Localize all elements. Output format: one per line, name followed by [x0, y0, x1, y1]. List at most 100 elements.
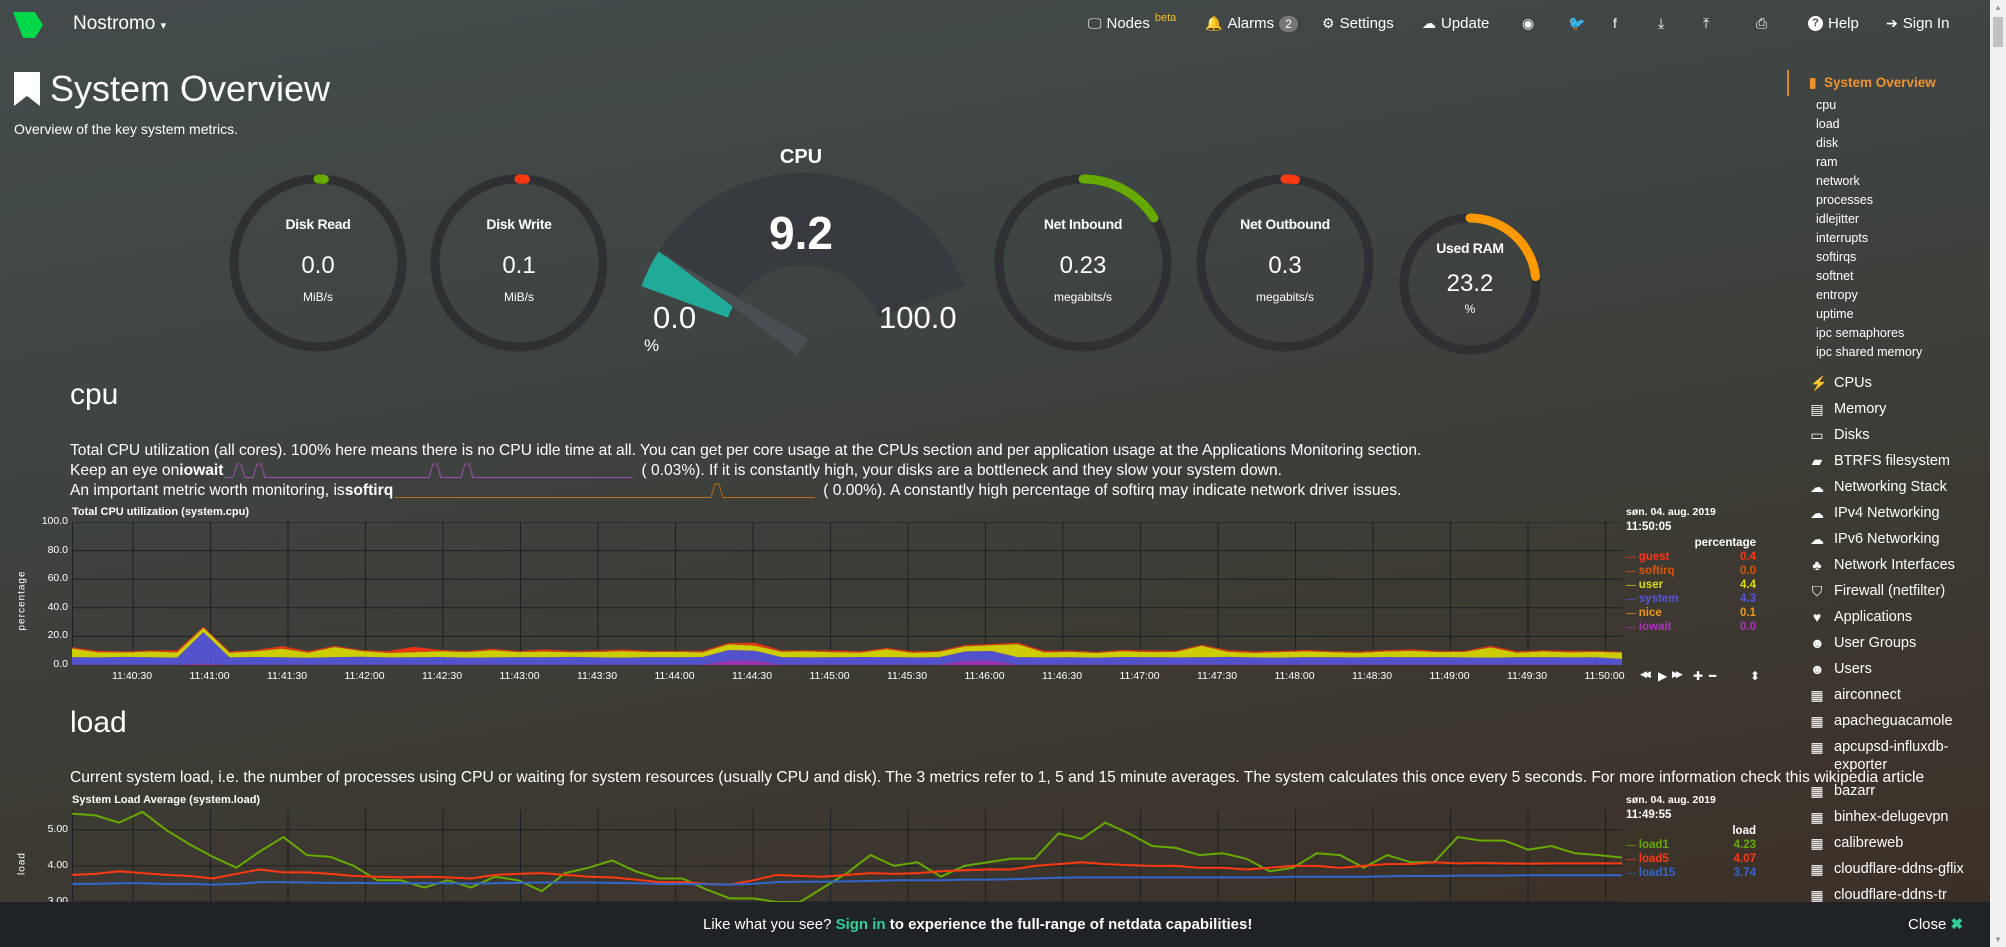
user-icon: ☻ [1810, 661, 1825, 677]
sidebar-subitem-disk[interactable]: disk [1816, 136, 1839, 150]
sidebar-subitem-idlejitter[interactable]: idlejitter [1816, 212, 1860, 226]
sidebar-item-networking-stack[interactable]: ☁ Networking Stack [1787, 474, 1990, 500]
netdata-logo-icon[interactable] [13, 12, 43, 38]
gauge-fill-arc [1280, 174, 1301, 185]
legend-swatch: — [1626, 608, 1639, 619]
nav-nodes-button[interactable]: 🖵 Nodes beta [1088, 11, 1177, 33]
legend-item-nice[interactable]: — nice 0.1 [1626, 607, 1756, 619]
scrollbar[interactable]: ▲ ▼ [1990, 0, 2006, 947]
sidebar-item-ipv4-networking[interactable]: ☁ IPv4 Networking [1787, 500, 1990, 526]
legend-item-iowait[interactable]: — iowait 0.0 [1626, 621, 1756, 633]
legend-value: 3.74 [1733, 867, 1756, 879]
node-selector[interactable]: Nostromo ▾ [73, 13, 166, 35]
load-description: Current system load, i.e. the number of … [70, 769, 1925, 786]
close-banner-button[interactable]: Close ✖ [1908, 915, 1963, 933]
sidebar-subitem-softnet[interactable]: softnet [1816, 269, 1854, 283]
sidebar-item-airconnect[interactable]: ▦ airconnect [1787, 682, 1990, 708]
sidebar-item-bazarr[interactable]: ▦ bazarr [1787, 778, 1990, 804]
nav-upload-button[interactable]: ⤒ [1703, 15, 1709, 32]
cpu-gauge-max: 100.0 [879, 300, 957, 335]
x-tick-label: 11:46:30 [1042, 670, 1083, 682]
cpu-gauge-min: 0.0 [653, 300, 697, 335]
help-icon: ? [1808, 16, 1823, 31]
sidebar-item-disks[interactable]: ▭ Disks [1787, 422, 1990, 448]
sidebar-item-ipv6-networking[interactable]: ☁ IPv6 Networking [1787, 526, 1990, 552]
sign-in-link[interactable]: Sign in [835, 916, 886, 933]
legend-item-user[interactable]: — user 4.4 [1626, 579, 1756, 591]
sidebar-item-user-groups[interactable]: ☻ User Groups [1787, 630, 1990, 656]
sidebar-item-cpus[interactable]: ⚡ CPUs [1787, 370, 1990, 396]
sidebar-subitem-uptime[interactable]: uptime [1816, 307, 1854, 321]
gauge-unit: MiB/s [504, 290, 534, 304]
nav-sign-in-button[interactable]: ➔ Sign In [1886, 15, 1949, 32]
sidebar-subitem-entropy[interactable]: entropy [1816, 288, 1858, 302]
sidebar-item-binhex-delugevpn[interactable]: ▦ binhex-delugevpn [1787, 804, 1990, 830]
x-tick-label: 11:49:00 [1429, 670, 1470, 682]
chart-plot[interactable] [72, 522, 1622, 665]
sidebar-item-users[interactable]: ☻ Users [1787, 656, 1990, 682]
sidebar-subitem-interrupts[interactable]: interrupts [1816, 231, 1869, 245]
sidebar-item-applications[interactable]: ♥ Applications [1787, 604, 1990, 630]
resize-icon[interactable]: ⬍ [1750, 669, 1760, 683]
zoom-in-icon[interactable]: ✚ [1693, 669, 1703, 683]
play-icon[interactable]: ▶ [1658, 669, 1667, 683]
nav-help-button[interactable]: ? Help [1808, 15, 1859, 32]
download-icon: ⤓ [1658, 15, 1665, 31]
nav-settings-button[interactable]: ⚙ Settings [1322, 15, 1394, 32]
legend-item-load5[interactable]: — load5 4.07 [1626, 853, 1756, 865]
legend-item-load15[interactable]: — load15 3.74 [1626, 867, 1756, 879]
sidebar-subitem-ipc-semaphores[interactable]: ipc semaphores [1816, 326, 1905, 340]
caret-down-icon: ▾ [160, 20, 167, 32]
gauge-disk-read[interactable]: Disk Read 0.0 MiB/s [222, 167, 414, 359]
nav-github-button[interactable]: ◉ [1522, 15, 1534, 32]
legend-value: 4.07 [1733, 853, 1756, 865]
gauge-disk-write[interactable]: Disk Write 0.1 MiB/s [423, 167, 615, 359]
legend-swatch: — [1626, 552, 1639, 563]
legend-item-system[interactable]: — system 4.3 [1626, 593, 1756, 605]
sidebar-item-firewall-netfilter-[interactable]: ⛉ Firewall (netfilter) [1787, 578, 1990, 604]
legend-date: søn. 04. aug. 2019 [1626, 506, 1716, 518]
sidebar-item-cloudflare-ddns-gflix[interactable]: ▦ cloudflare-ddns-gflix [1787, 856, 1990, 882]
sidebar-item-network-interfaces[interactable]: ♣ Network Interfaces [1787, 552, 1990, 578]
beta-label: beta [1154, 11, 1177, 24]
sidebar-item-btrfs-filesystem[interactable]: ▰ BTRFS filesystem [1787, 448, 1990, 474]
nav-print-button[interactable]: ⎙ [1756, 15, 1767, 32]
sidebar-subitem-ram[interactable]: ram [1816, 155, 1838, 169]
sidebar-subitem-cpu[interactable]: cpu [1816, 98, 1837, 112]
sidebar-item-apcupsd-influxdb-exporter[interactable]: ▦ apcupsd-influxdb-exporter [1787, 734, 1990, 778]
sidebar-subitem-processes[interactable]: processes [1816, 193, 1873, 207]
legend-item-softirq[interactable]: — softirq 0.0 [1626, 565, 1756, 577]
cloud-icon: ☁ [1810, 479, 1824, 495]
gauge-used-ram[interactable]: Used RAM 23.2% [1392, 206, 1548, 362]
nav-twitter-button[interactable]: 🐦 [1568, 15, 1585, 32]
chart-plot[interactable] [72, 810, 1622, 938]
sidebar-item-calibreweb[interactable]: ▦ calibreweb [1787, 830, 1990, 856]
nav-label: Update [1441, 15, 1490, 32]
legend-item-load1[interactable]: — load1 4.23 [1626, 839, 1756, 851]
nav-alarms-button[interactable]: 🔔 Alarms 2 [1205, 15, 1298, 32]
sidebar-item-apacheguacamole[interactable]: ▦ apacheguacamole [1787, 708, 1990, 734]
page-title: System Overview [14, 68, 330, 110]
legend-item-guest[interactable]: — guest 0.4 [1626, 551, 1756, 563]
area-system [72, 632, 1622, 665]
nav-facebook-button[interactable]: f [1613, 15, 1617, 31]
nav-update-button[interactable]: ☁ Update [1422, 15, 1489, 32]
nav-download-button[interactable]: ⤓ [1658, 15, 1664, 32]
x-tick-label: 11:41:00 [189, 670, 230, 682]
sidebar-item-memory[interactable]: ▤ Memory [1787, 396, 1990, 422]
sidebar-item-system-overview[interactable]: ▮ System Overview [1787, 70, 1936, 96]
gauge-net-outbound[interactable]: Net Outbound 0.3 megabits/s [1189, 167, 1381, 359]
iowait-sparkline [225, 463, 634, 478]
sidebar-item-label: Applications [1834, 609, 1913, 625]
sidebar-subitem-network[interactable]: network [1816, 174, 1860, 188]
sidebar-item-cloudflare-ddns-tr[interactable]: ▦ cloudflare-ddns-tr [1787, 882, 1990, 908]
monitor-icon: 🖵 [1088, 15, 1102, 31]
sidebar-subitem-ipc-shared-memory[interactable]: ipc shared memory [1816, 345, 1923, 359]
gauge-net-inbound[interactable]: Net Inbound 0.23 megabits/s [987, 167, 1179, 359]
sidebar-subitem-softirqs[interactable]: softirqs [1816, 250, 1857, 264]
zoom-out-icon[interactable]: ━ [1709, 669, 1716, 683]
forward-icon[interactable]: ▶▶ [1672, 669, 1683, 679]
rewind-icon[interactable]: ◀◀ [1640, 669, 1651, 679]
sitemap-icon: ♣ [1812, 557, 1822, 573]
sidebar-subitem-load[interactable]: load [1816, 117, 1840, 131]
